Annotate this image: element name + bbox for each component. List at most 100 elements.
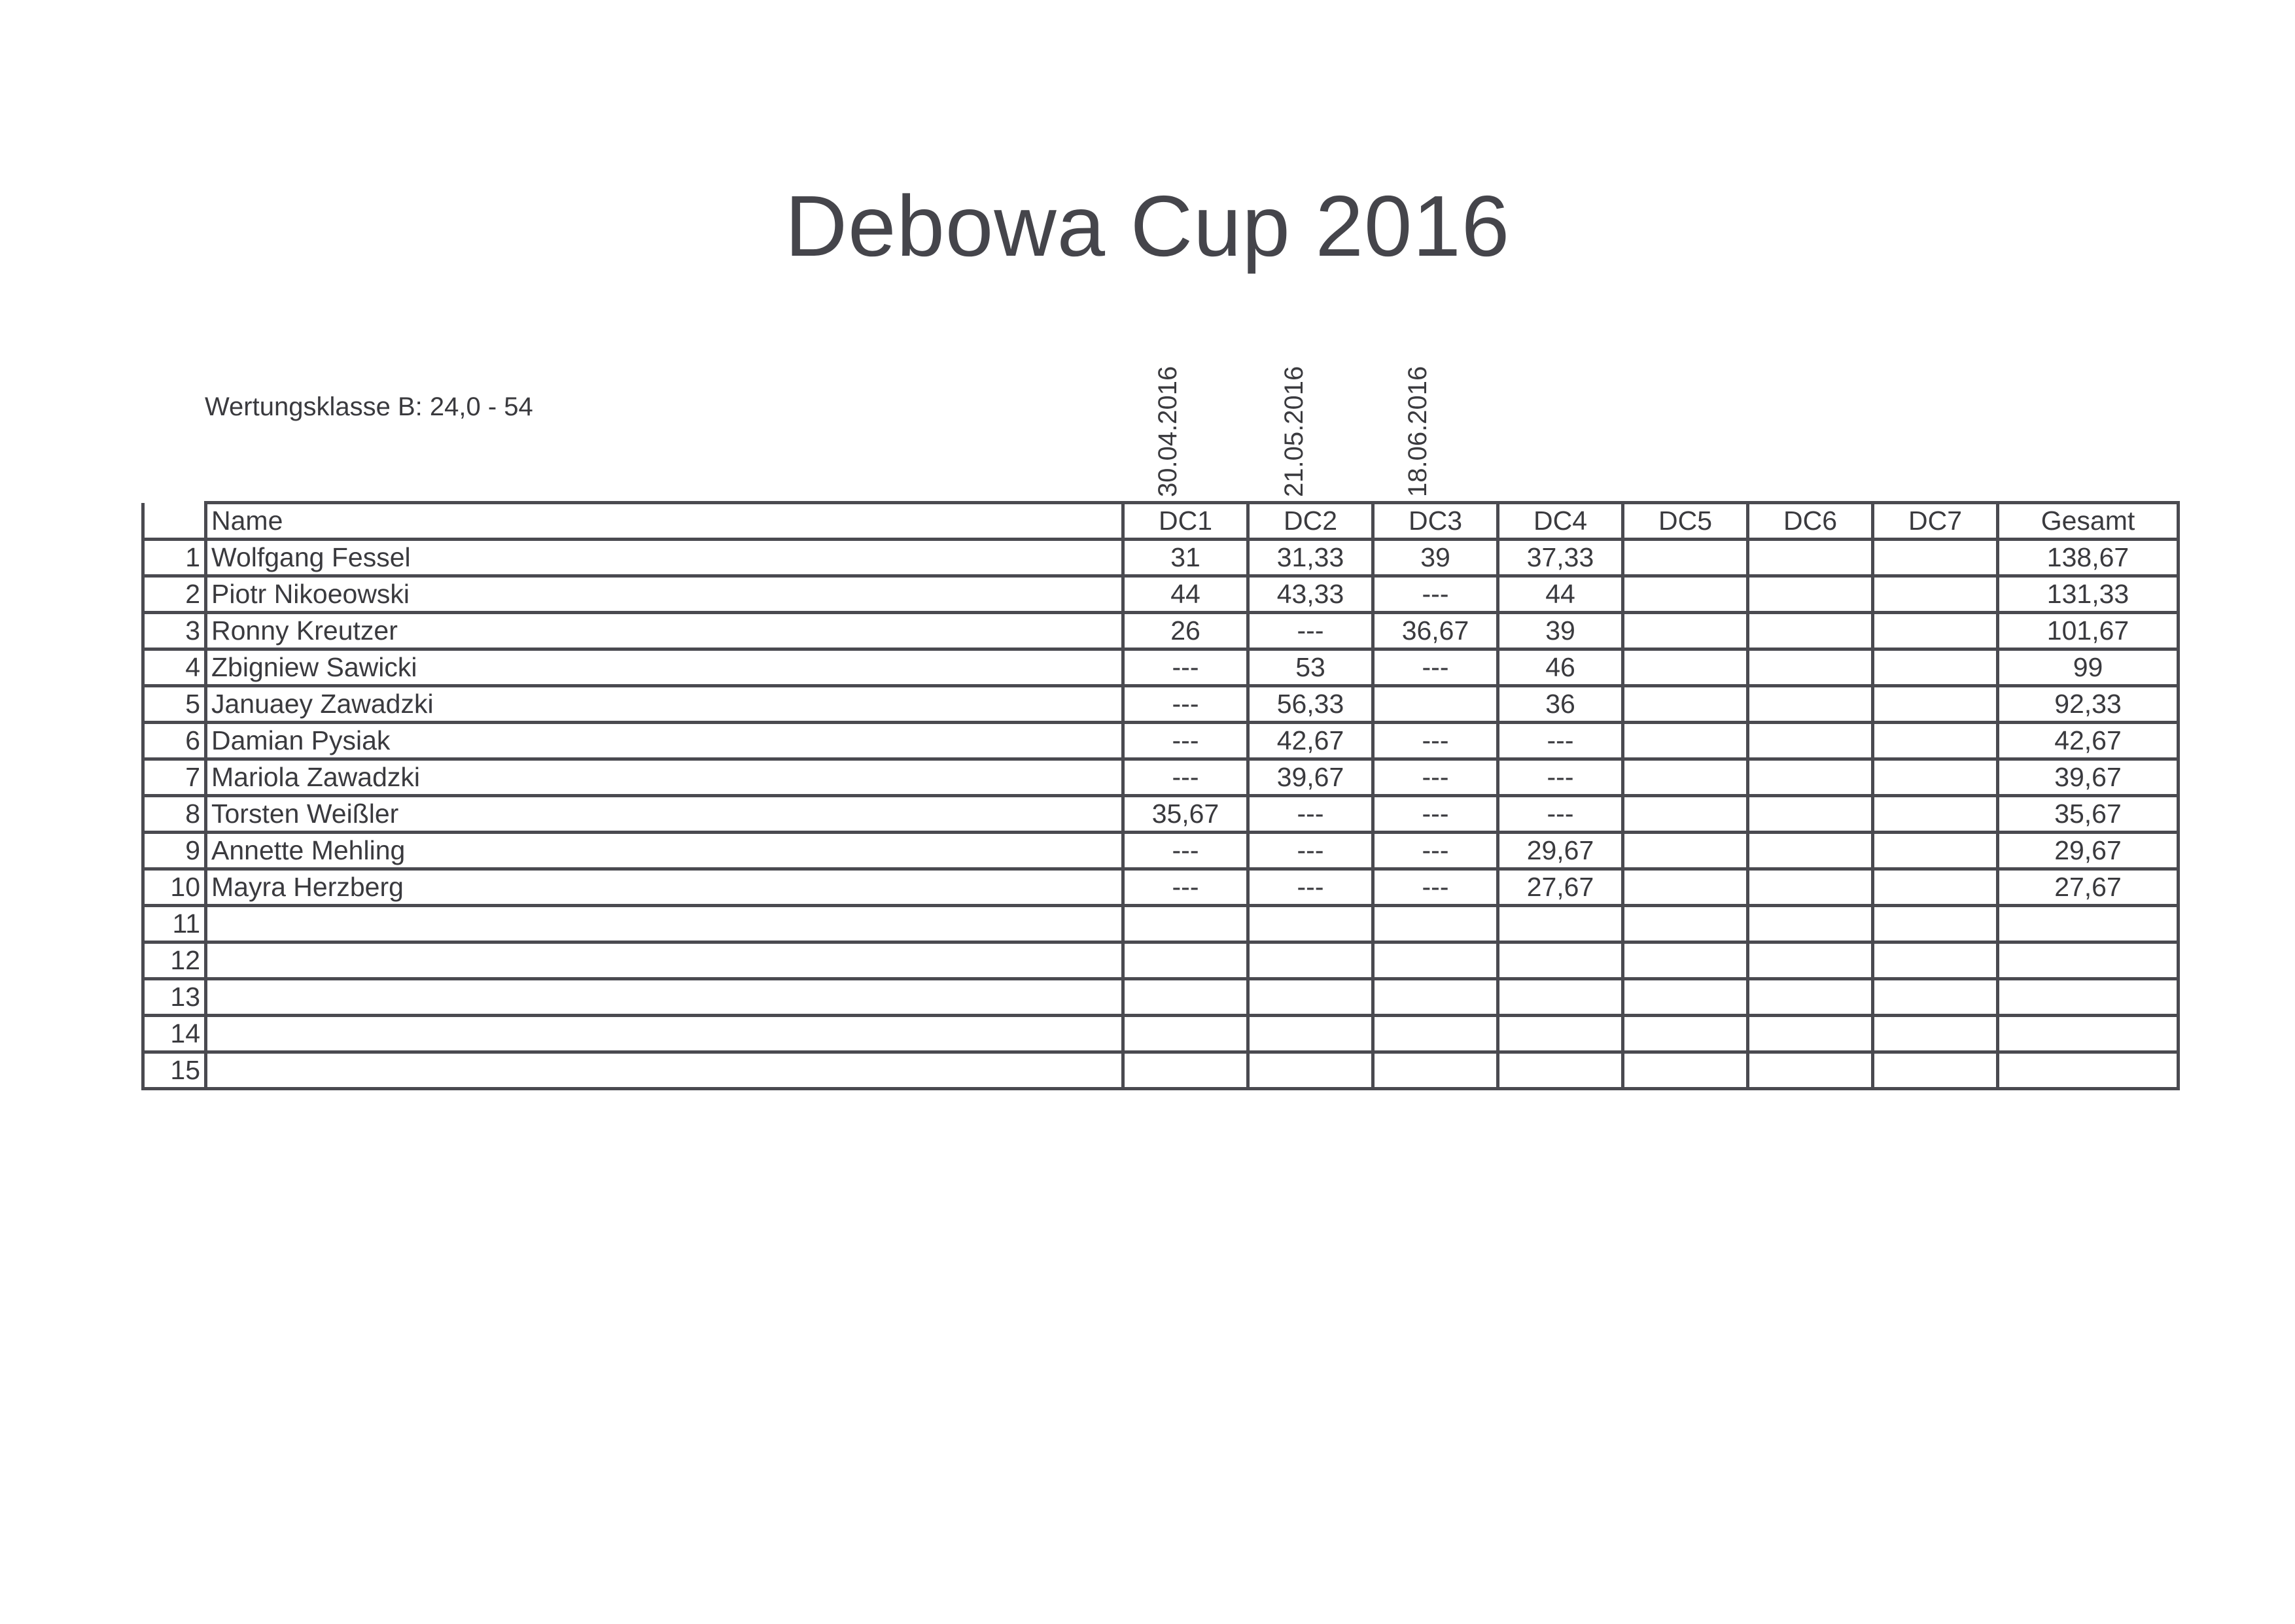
cell-dc5 [1621, 831, 1749, 871]
cell-dc3: 39 [1371, 538, 1499, 578]
cell-dc1: 26 [1121, 611, 1250, 651]
cell-dc6 [1746, 684, 1874, 724]
cell-dc2 [1246, 904, 1375, 944]
cell-dc7 [1871, 538, 1999, 578]
cell-dc5 [1621, 684, 1749, 724]
cell-dc5 [1621, 648, 1749, 687]
cell-dc3: --- [1371, 574, 1499, 614]
cell-dc2: 43,33 [1246, 574, 1375, 614]
cell-dc6 [1746, 721, 1874, 761]
cell-dc6 [1746, 611, 1874, 651]
cell-dc3: --- [1371, 794, 1499, 834]
header-name: Name [204, 501, 1125, 541]
cell-gesamt: 92,33 [1996, 684, 2180, 724]
cell-dc3: --- [1371, 721, 1499, 761]
cell-dc2: 53 [1246, 648, 1375, 687]
date-dc1: 30.04.2016 [1153, 366, 1182, 497]
header-rank [141, 502, 207, 541]
cell-dc6 [1746, 1050, 1874, 1090]
cell-dc6 [1746, 794, 1874, 834]
cell-rank: 6 [141, 721, 207, 761]
cell-dc7 [1871, 977, 1999, 1017]
cell-dc3 [1371, 1050, 1499, 1090]
cell-dc4: 44 [1496, 574, 1624, 614]
cell-dc1: --- [1121, 684, 1250, 724]
cell-dc4: 39 [1496, 611, 1624, 651]
cell-dc4: --- [1496, 794, 1624, 834]
table-row: 4 Zbigniew Sawicki --- 53 --- 46 99 [141, 648, 2180, 687]
cell-name [204, 1050, 1125, 1090]
cell-name [204, 904, 1125, 944]
cell-rank: 13 [141, 977, 207, 1017]
cell-rank: 2 [141, 574, 207, 614]
cell-gesamt: 101,67 [1996, 611, 2180, 651]
cell-dc7 [1871, 684, 1999, 724]
cell-gesamt: 99 [1996, 648, 2180, 687]
cell-gesamt [1996, 904, 2180, 944]
cell-dc3 [1371, 904, 1499, 944]
cell-dc2: 56,33 [1246, 684, 1375, 724]
cell-dc5 [1621, 574, 1749, 614]
table-row: 7 Mariola Zawadzki --- 39,67 --- --- 39,67 [141, 757, 2180, 797]
cell-name: Zbigniew Sawicki [204, 648, 1125, 687]
cell-dc3 [1371, 941, 1499, 980]
cell-name: Mayra Herzberg [204, 867, 1125, 907]
cell-name: Mariola Zawadzki [204, 757, 1125, 797]
header-row: Name DC1 DC2 DC3 DC4 DC5 DC6 DC7 Gesamt [141, 501, 2180, 541]
cell-dc6 [1746, 757, 1874, 797]
table-row: 5 Januaey Zawadzki --- 56,33 36 92,33 [141, 684, 2180, 724]
cell-dc4: 29,67 [1496, 831, 1624, 871]
cell-dc7 [1871, 721, 1999, 761]
cell-dc2 [1246, 1014, 1375, 1054]
header-dc7: DC7 [1871, 501, 1999, 541]
cell-rank: 11 [141, 904, 207, 944]
cell-dc4: 36 [1496, 684, 1624, 724]
cell-dc5 [1621, 867, 1749, 907]
cell-rank: 7 [141, 757, 207, 797]
cell-gesamt: 42,67 [1996, 721, 2180, 761]
cell-name [204, 1014, 1125, 1054]
cell-dc1 [1121, 1014, 1250, 1054]
cell-dc3: --- [1371, 867, 1499, 907]
cell-dc2: 39,67 [1246, 757, 1375, 797]
cell-dc5 [1621, 977, 1749, 1017]
cell-dc4: 46 [1496, 648, 1624, 687]
cell-dc5 [1621, 941, 1749, 980]
cell-rank: 14 [141, 1014, 207, 1054]
cell-dc1: --- [1121, 867, 1250, 907]
cell-dc6 [1746, 574, 1874, 614]
cell-dc1: 44 [1121, 574, 1250, 614]
cell-gesamt [1996, 977, 2180, 1017]
cell-dc4: 37,33 [1496, 538, 1624, 578]
header-dc3: DC3 [1371, 501, 1499, 541]
results-table: Name DC1 DC2 DC3 DC4 DC5 DC6 DC7 Gesamt 1 Wolfgang… [141, 501, 2180, 1090]
date-dc2: 21.05.2016 [1280, 366, 1308, 497]
cell-name: Annette Mehling [204, 831, 1125, 871]
cell-rank: 4 [141, 648, 207, 687]
class-label: Wertungsklasse B: 24,0 - 54 [205, 392, 533, 421]
cell-dc7 [1871, 1014, 1999, 1054]
cell-rank: 10 [141, 867, 207, 907]
cell-rank: 15 [141, 1050, 207, 1090]
cell-dc5 [1621, 794, 1749, 834]
cell-dc7 [1871, 1050, 1999, 1090]
cell-dc6 [1746, 867, 1874, 907]
cell-dc3: --- [1371, 648, 1499, 687]
cell-gesamt: 138,67 [1996, 538, 2180, 578]
cell-dc1: --- [1121, 721, 1250, 761]
cell-name [204, 941, 1125, 980]
cell-dc5 [1621, 904, 1749, 944]
cell-dc2 [1246, 977, 1375, 1017]
table-row: 9 Annette Mehling --- --- --- 29,67 29,67 [141, 831, 2180, 871]
cell-dc3: --- [1371, 757, 1499, 797]
cell-dc1: --- [1121, 757, 1250, 797]
table-row: 12 [141, 941, 2180, 980]
cell-name [204, 977, 1125, 1017]
cell-dc7 [1871, 867, 1999, 907]
cell-name: Piotr Nikoeowski [204, 574, 1125, 614]
cell-dc4: --- [1496, 721, 1624, 761]
cell-dc7 [1871, 831, 1999, 871]
cell-name: Damian Pysiak [204, 721, 1125, 761]
cell-dc2 [1246, 941, 1375, 980]
cell-dc7 [1871, 757, 1999, 797]
